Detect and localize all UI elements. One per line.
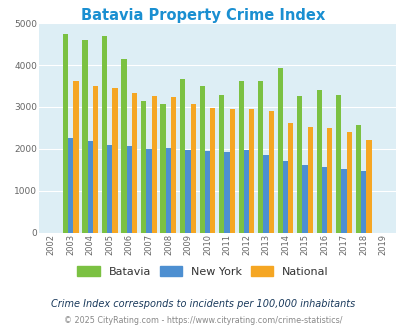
Bar: [151, 96, 156, 233]
Bar: [243, 150, 249, 233]
Bar: [73, 81, 79, 233]
Bar: [263, 155, 268, 233]
Bar: [302, 165, 307, 233]
Bar: [112, 88, 117, 233]
Bar: [93, 86, 98, 233]
Bar: [219, 95, 224, 233]
Bar: [321, 167, 326, 233]
Bar: [63, 34, 68, 233]
Bar: [307, 127, 312, 233]
Bar: [238, 81, 243, 233]
Bar: [365, 141, 371, 233]
Bar: [346, 132, 351, 233]
Bar: [82, 40, 87, 233]
Bar: [249, 109, 254, 233]
Bar: [360, 172, 365, 233]
Bar: [335, 95, 341, 233]
Legend: Batavia, New York, National: Batavia, New York, National: [73, 261, 332, 281]
Bar: [341, 169, 346, 233]
Bar: [171, 97, 176, 233]
Bar: [165, 148, 171, 233]
Bar: [355, 125, 360, 233]
Bar: [179, 79, 185, 233]
Bar: [296, 96, 302, 233]
Bar: [316, 90, 321, 233]
Bar: [229, 109, 234, 233]
Bar: [132, 93, 137, 233]
Bar: [326, 128, 332, 233]
Bar: [68, 138, 73, 233]
Bar: [126, 146, 132, 233]
Bar: [288, 123, 293, 233]
Bar: [224, 152, 229, 233]
Bar: [102, 36, 107, 233]
Bar: [190, 104, 195, 233]
Text: © 2025 CityRating.com - https://www.cityrating.com/crime-statistics/: © 2025 CityRating.com - https://www.city…: [64, 316, 341, 325]
Text: Batavia Property Crime Index: Batavia Property Crime Index: [81, 8, 324, 23]
Bar: [258, 81, 263, 233]
Bar: [160, 104, 165, 233]
Bar: [199, 86, 204, 233]
Bar: [209, 108, 215, 233]
Bar: [141, 101, 146, 233]
Bar: [146, 149, 151, 233]
Bar: [87, 141, 93, 233]
Text: Crime Index corresponds to incidents per 100,000 inhabitants: Crime Index corresponds to incidents per…: [51, 299, 354, 309]
Bar: [268, 111, 273, 233]
Bar: [277, 68, 282, 233]
Bar: [282, 161, 288, 233]
Bar: [185, 150, 190, 233]
Bar: [107, 145, 112, 233]
Bar: [204, 151, 209, 233]
Bar: [121, 59, 126, 233]
